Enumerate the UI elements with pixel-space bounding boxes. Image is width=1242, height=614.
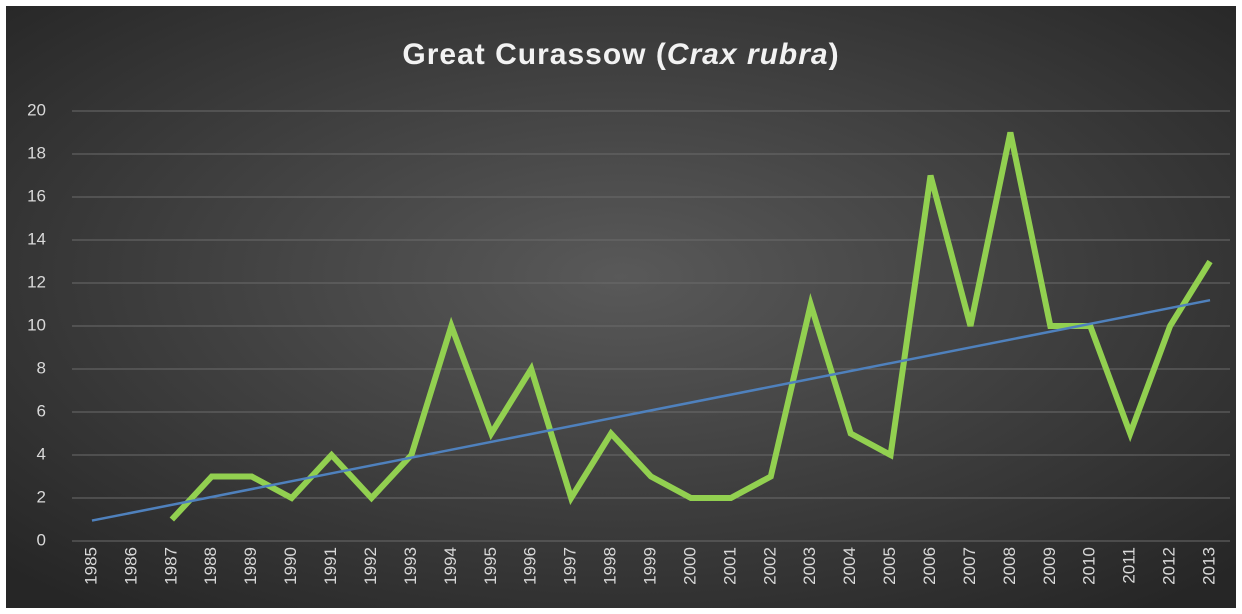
chart-title: Great Curassow (Crax rubra) bbox=[402, 38, 839, 71]
y-tick-label: 2 bbox=[37, 487, 46, 506]
x-tick-label: 1993 bbox=[401, 547, 420, 585]
title-part: Great Curassow ( bbox=[402, 38, 666, 71]
x-tick-label: 2007 bbox=[960, 547, 979, 585]
x-tick-label: 1991 bbox=[321, 547, 340, 585]
x-tick-label: 1994 bbox=[441, 547, 460, 585]
y-tick-label: 6 bbox=[37, 401, 46, 420]
data-line bbox=[169, 131, 1213, 522]
x-tick-label: 2008 bbox=[1000, 547, 1019, 585]
x-tick-label: 1990 bbox=[281, 547, 300, 585]
x-tick-label: 1987 bbox=[161, 547, 180, 585]
x-tick-label: 2004 bbox=[840, 547, 859, 585]
y-tick-label: 14 bbox=[27, 229, 46, 248]
x-tick-label: 1992 bbox=[361, 547, 380, 585]
x-tick-label: 1997 bbox=[561, 547, 580, 585]
y-tick-label: 18 bbox=[27, 143, 46, 162]
title-part: Crax rubra bbox=[667, 38, 829, 71]
x-tick-label: 2005 bbox=[880, 547, 899, 585]
x-tick-label: 1985 bbox=[81, 547, 100, 585]
y-tick-label: 10 bbox=[27, 315, 46, 334]
x-tick-label: 2011 bbox=[1120, 547, 1139, 584]
x-tick-label: 1996 bbox=[521, 547, 540, 585]
x-tick-label: 2002 bbox=[760, 547, 779, 585]
x-tick-label: 1998 bbox=[601, 547, 620, 585]
chart-background bbox=[6, 6, 1236, 608]
trendline bbox=[91, 298, 1211, 522]
y-tick-label: 0 bbox=[37, 530, 46, 549]
y-tick-label: 16 bbox=[27, 186, 46, 205]
y-tick-label: 8 bbox=[37, 358, 46, 377]
x-tick-label: 2001 bbox=[720, 547, 739, 585]
x-tick-label: 2000 bbox=[680, 547, 699, 585]
x-tick-label: 2009 bbox=[1040, 547, 1059, 585]
y-tick-label: 4 bbox=[37, 444, 46, 463]
x-tick-label: 1999 bbox=[640, 547, 659, 585]
title-part: ) bbox=[829, 38, 840, 71]
x-tick-label: 2006 bbox=[920, 547, 939, 585]
x-tick-label: 1988 bbox=[201, 547, 220, 585]
x-tick-label: 2013 bbox=[1200, 547, 1219, 585]
x-tick-label: 1995 bbox=[481, 547, 500, 585]
y-tick-label: 12 bbox=[27, 272, 46, 291]
x-tick-label: 1989 bbox=[241, 547, 260, 585]
x-tick-label: 2010 bbox=[1080, 547, 1099, 585]
x-tick-label: 2003 bbox=[800, 547, 819, 585]
x-tick-label: 2012 bbox=[1160, 547, 1179, 585]
x-tick-label: 1986 bbox=[121, 547, 140, 585]
y-tick-label: 20 bbox=[27, 100, 46, 119]
